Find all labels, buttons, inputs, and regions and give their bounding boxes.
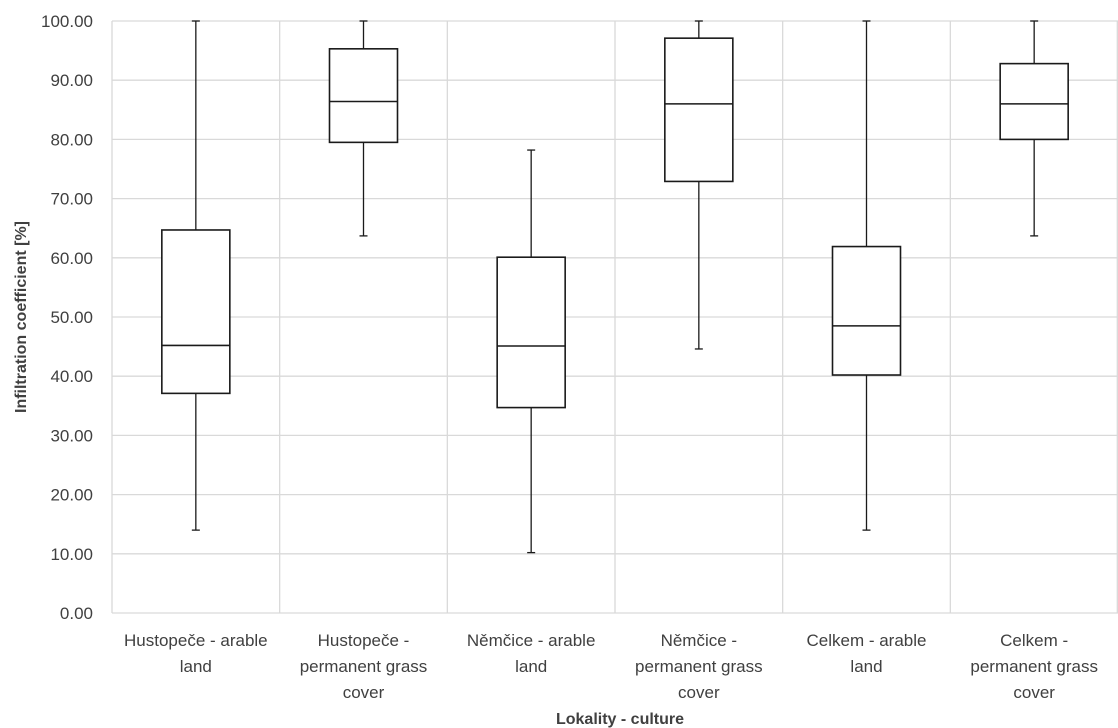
y-tick-label: 20.00 <box>50 486 93 505</box>
box-4 <box>664 20 734 350</box>
x-category-label-line: Hustopeče - <box>318 631 410 650</box>
box-6 <box>999 20 1069 237</box>
x-category-label-line: cover <box>678 683 720 702</box>
iqr-box <box>328 48 399 144</box>
box-1 <box>161 20 231 531</box>
y-tick-label: 40.00 <box>50 367 93 386</box>
y-tick-label: 80.00 <box>50 130 93 149</box>
iqr-box <box>161 229 231 395</box>
x-category-label-line: permanent grass <box>635 657 763 676</box>
x-category-label-line: land <box>180 657 212 676</box>
x-category-label: Hustopeče - permanent grass cover <box>300 631 428 702</box>
y-axis-title: Infiltration coefficient [%] <box>13 221 30 413</box>
y-tick-label: 30.00 <box>50 426 93 445</box>
grid <box>111 20 1118 614</box>
x-category-label: Celkem - arable land <box>807 631 927 676</box>
x-category-label: Hustopeče - arable land <box>124 631 268 676</box>
iqr-box <box>831 245 902 376</box>
iqr-box <box>999 62 1069 141</box>
box-2 <box>328 20 399 237</box>
y-tick-label: 0.00 <box>60 604 93 623</box>
x-category-label-line: Hustopeče - arable <box>124 631 268 650</box>
x-category-label: Němčice - arable land <box>467 631 596 676</box>
x-category-label-line: Němčice - arable <box>467 631 596 650</box>
x-axis-title: Lokality - culture <box>556 711 684 728</box>
x-category-label-line: cover <box>1013 683 1055 702</box>
iqr-box <box>496 256 566 409</box>
y-tick-label: 10.00 <box>50 545 93 564</box>
x-category-label-line: permanent grass <box>970 657 1098 676</box>
x-category-label: Němčice - permanent grass cover <box>635 631 763 702</box>
x-category-label-line: Němčice - <box>661 631 738 650</box>
x-category-label-line: cover <box>343 683 385 702</box>
x-category-label-line: land <box>850 657 882 676</box>
y-tick-label: 60.00 <box>50 249 93 268</box>
box-3 <box>496 149 566 554</box>
y-tick-label: 90.00 <box>50 71 93 90</box>
iqr-box <box>664 37 734 183</box>
x-category-label-line: Celkem - <box>1000 631 1068 650</box>
x-category-label-line: Celkem - arable <box>807 631 927 650</box>
x-category-label: Celkem - permanent grass cover <box>970 631 1098 702</box>
y-tick-label: 100.00 <box>41 12 93 31</box>
y-tick-label: 50.00 <box>50 308 93 327</box>
boxes <box>161 20 1069 554</box>
x-category-labels: Hustopeče - arable land Hustopeče - permane… <box>124 631 1098 702</box>
x-category-label-line: land <box>515 657 547 676</box>
y-tick-label: 70.00 <box>50 190 93 209</box>
box-5 <box>831 20 902 531</box>
y-tick-labels: 0.00 10.00 20.00 30.00 40.00 50.00 60.00 70.00 8… <box>41 12 93 623</box>
x-category-label-line: permanent grass <box>300 657 428 676</box>
